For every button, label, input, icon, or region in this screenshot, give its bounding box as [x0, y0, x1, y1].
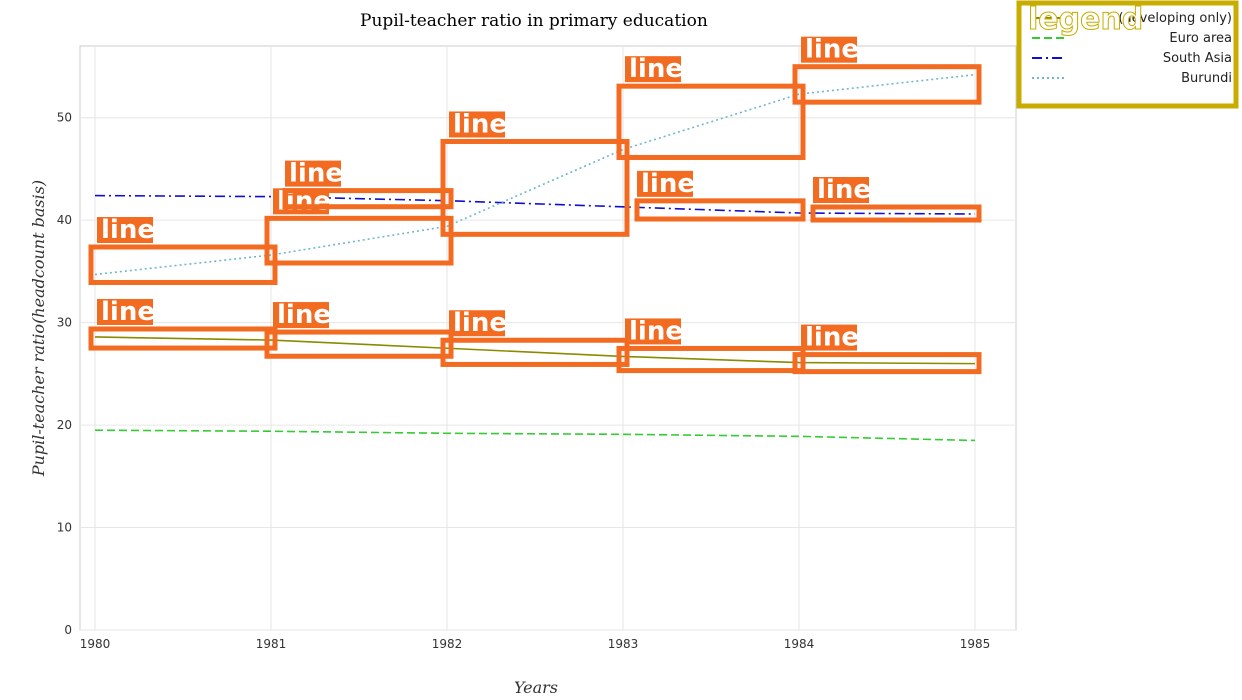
annotation-tag-text: line	[277, 300, 331, 330]
annotation-tag-text: line	[629, 54, 683, 84]
annotation-tag-text: line	[453, 308, 507, 338]
legend-title: legend	[1028, 2, 1143, 37]
annotation-box	[440, 138, 630, 237]
annotation-box	[282, 188, 454, 210]
x-tick-label: 1985	[960, 637, 991, 651]
x-tick-label: 1981	[256, 637, 287, 651]
legend-box	[1016, 0, 1239, 109]
annotation-box	[810, 204, 982, 223]
annotation-tag-text: line	[101, 297, 155, 327]
annotation-tag	[625, 56, 681, 83]
annotation-box	[88, 326, 278, 351]
y-axis-label: Pupil-teacher ratio(headcount basis)	[29, 180, 48, 477]
annotation-box	[634, 198, 806, 222]
annotation-tag-text: line	[805, 323, 859, 353]
legend: (developing only) Euro area South Asia Buru…	[1016, 0, 1239, 109]
annotation-tag-text: line	[629, 316, 683, 346]
annotation-tag	[637, 170, 693, 197]
y-tick-label: 40	[57, 213, 72, 227]
annotation-box	[616, 83, 806, 160]
x-tick-label: 1983	[608, 637, 639, 651]
x-axis-label: Years	[514, 678, 558, 697]
annotation-box	[264, 329, 454, 359]
annotation-tag	[813, 177, 869, 204]
annotation-tag	[449, 310, 505, 337]
annotation-box	[440, 337, 630, 367]
annotation-tag-text: line	[641, 169, 695, 199]
annotation-tag	[801, 324, 857, 351]
x-tick-label: 1982	[432, 637, 463, 651]
annotation-tag	[625, 318, 681, 345]
x-tick-label: 1980	[80, 637, 111, 651]
annotation-tag	[97, 298, 153, 325]
annotation-tag-text: line	[817, 175, 871, 205]
annotation-box	[616, 345, 806, 374]
y-tick-label: 0	[64, 623, 72, 637]
annotation-tag	[273, 302, 329, 329]
annotation-tag-text: line	[805, 35, 859, 65]
series-line	[94, 194, 976, 215]
y-tick-label: 20	[57, 418, 72, 432]
y-tick-label: 30	[57, 316, 72, 330]
legend-entry: Burundi	[1181, 71, 1232, 86]
x-tick-label: 1984	[784, 637, 815, 651]
annotation-tag	[285, 160, 341, 187]
y-tick-label: 10	[57, 521, 72, 535]
y-tick-label: 50	[57, 111, 72, 125]
series-line	[94, 336, 976, 365]
annotation-tag-text: line	[101, 215, 155, 245]
legend-entry: South Asia	[1163, 51, 1232, 66]
series-line	[94, 73, 976, 276]
annotation-box	[264, 215, 454, 266]
annotation-tag	[449, 111, 505, 138]
chart-title: Pupil-teacher ratio in primary education	[360, 11, 708, 31]
annotation-tag-text: line	[289, 159, 343, 189]
annotation-tag-text: line	[453, 109, 507, 139]
annotation-tag	[97, 217, 153, 244]
annotation-box	[792, 64, 982, 105]
legend-entry: Euro area	[1169, 31, 1232, 46]
annotations: line line line line line line line line line line…	[88, 35, 982, 375]
series-line	[94, 429, 976, 442]
annotation-tag	[801, 36, 857, 63]
annotation-box	[792, 352, 982, 375]
legend-entry: (developing only)	[1118, 11, 1232, 26]
